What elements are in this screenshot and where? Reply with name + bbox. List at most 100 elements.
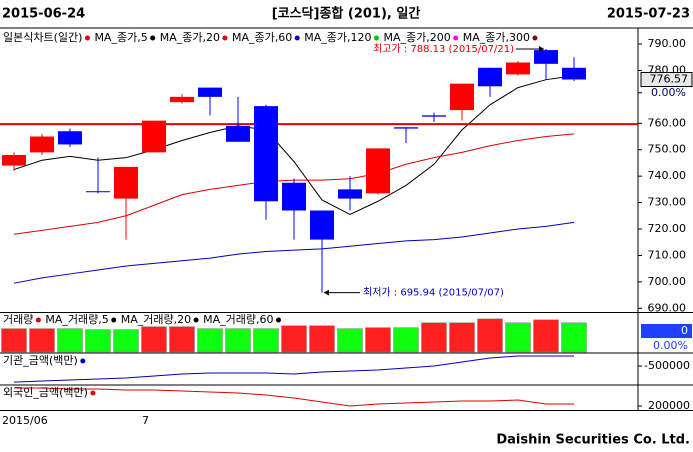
volume-bar bbox=[57, 328, 83, 353]
annotation-arrowhead bbox=[539, 45, 544, 52]
readout-value: 0 bbox=[681, 324, 688, 337]
legend-marker bbox=[80, 358, 86, 364]
legend-marker bbox=[453, 35, 459, 41]
legend-marker bbox=[276, 317, 281, 323]
legend-label: 기관_금액(백만) bbox=[3, 354, 78, 367]
annotation-arrowhead bbox=[324, 289, 329, 296]
annotation: 최고가 : 788.13 (2015/07/21) bbox=[373, 43, 514, 55]
legend-marker bbox=[294, 35, 300, 41]
legend-marker bbox=[150, 35, 156, 41]
legend-label: MA_종가,120 bbox=[304, 31, 371, 44]
candle-body bbox=[478, 67, 502, 87]
volume-bar bbox=[393, 327, 419, 353]
candle-body bbox=[450, 83, 474, 111]
volume-bar bbox=[169, 326, 195, 353]
candle-body bbox=[534, 50, 558, 64]
legend-marker bbox=[222, 35, 228, 41]
legend-label: MA_종가,5 bbox=[94, 31, 147, 44]
legend-label: MA_종가,200 bbox=[383, 31, 450, 44]
y-tick-label: 760.00 bbox=[648, 116, 687, 129]
readout-percent: 0.00% bbox=[653, 339, 688, 352]
legend-marker bbox=[35, 317, 41, 323]
annotation: 최저가 : 695.94 (2015/07/07) bbox=[363, 287, 504, 299]
ma-line bbox=[13, 75, 575, 216]
y-tick-label: 730.00 bbox=[648, 196, 687, 209]
legend-label: MA_종가,60 bbox=[232, 31, 292, 44]
volume-bar bbox=[421, 322, 447, 353]
legend-marker bbox=[532, 35, 538, 41]
candle-body bbox=[366, 148, 390, 194]
candle-body bbox=[2, 155, 26, 166]
candle-body bbox=[86, 191, 110, 193]
legend-label: 외국인_금액(백만) bbox=[3, 386, 88, 399]
y-tick-label: 720.00 bbox=[648, 222, 687, 235]
legend-marker bbox=[111, 317, 117, 323]
volume-bar bbox=[309, 325, 335, 353]
candle-body bbox=[58, 131, 82, 145]
volume-bar bbox=[29, 328, 55, 353]
flow-line bbox=[14, 387, 574, 407]
flow-line bbox=[13, 355, 574, 383]
candle-body bbox=[142, 120, 166, 153]
volume-bar bbox=[225, 328, 251, 353]
legend-label: 거래량 bbox=[3, 313, 33, 326]
volume-bar bbox=[141, 326, 167, 353]
legend-label: MA_거래량,5 bbox=[45, 313, 108, 326]
footer: Daishin Securities Co. Ltd. bbox=[496, 433, 690, 448]
volume-bar bbox=[533, 319, 559, 353]
candle-body bbox=[310, 210, 334, 240]
start-date: 2015-06-24 bbox=[2, 7, 85, 22]
candle-body bbox=[506, 62, 530, 75]
volume-bar bbox=[365, 327, 391, 353]
y-tick-label: 790.00 bbox=[648, 37, 687, 50]
x-tick-label: 2015/06 bbox=[2, 414, 48, 427]
legend-marker bbox=[373, 35, 379, 41]
volume-bar bbox=[449, 322, 475, 353]
volume-bar bbox=[253, 328, 279, 353]
legend-marker bbox=[84, 35, 90, 41]
volume-bar bbox=[281, 325, 307, 353]
candle-body bbox=[254, 106, 278, 202]
legend-label: MA_거래량,60 bbox=[203, 313, 273, 326]
candle-body bbox=[394, 127, 418, 129]
volume-bar bbox=[197, 328, 223, 353]
current-price-box bbox=[640, 72, 693, 88]
current-price: 776.57 bbox=[650, 73, 689, 86]
y-tick-label: 710.00 bbox=[648, 248, 687, 261]
legend-label: MA_거래량,20 bbox=[121, 313, 191, 326]
volume-bar bbox=[85, 329, 111, 353]
candle-body bbox=[226, 125, 250, 142]
candle-body bbox=[198, 87, 222, 97]
end-date: 2015-07-23 bbox=[607, 7, 690, 22]
y-tick-label: 740.00 bbox=[648, 169, 687, 182]
plot-layer: 690.00 700.00 710.00 720.00 730.00 740.00 750.… bbox=[0, 30, 693, 427]
ma-line bbox=[13, 221, 575, 284]
volume-bar bbox=[337, 328, 363, 353]
chart-title: [코스닥]종합 (201), 일간 bbox=[272, 6, 421, 22]
volume-bar bbox=[113, 329, 139, 353]
y-tick-label: 690.00 bbox=[648, 301, 687, 314]
volume-bar bbox=[505, 322, 531, 353]
y-tick-label: 750.00 bbox=[648, 143, 687, 156]
candle-body bbox=[170, 96, 194, 103]
candle-body bbox=[30, 136, 54, 153]
y-tick-label: 700.00 bbox=[648, 275, 687, 288]
candle-body bbox=[282, 182, 306, 211]
legend-label: 일본식차트(일간) bbox=[3, 30, 82, 44]
volume-bar bbox=[477, 318, 503, 353]
volume-bar bbox=[1, 328, 27, 353]
candle-body bbox=[114, 166, 138, 199]
legend-marker bbox=[193, 317, 199, 323]
y-tick-label: 200000 bbox=[648, 399, 690, 412]
x-tick-label: 7 bbox=[142, 414, 149, 427]
candle-body bbox=[562, 67, 586, 80]
candle-body bbox=[338, 189, 362, 199]
legend-label: MA_종가,300 bbox=[463, 31, 530, 44]
candle-body bbox=[422, 115, 446, 117]
legend-marker bbox=[90, 390, 96, 396]
legend-label: MA_종가,20 bbox=[160, 31, 220, 44]
y2-tick-label: 0.00% bbox=[651, 86, 686, 99]
readout-box bbox=[641, 324, 692, 338]
